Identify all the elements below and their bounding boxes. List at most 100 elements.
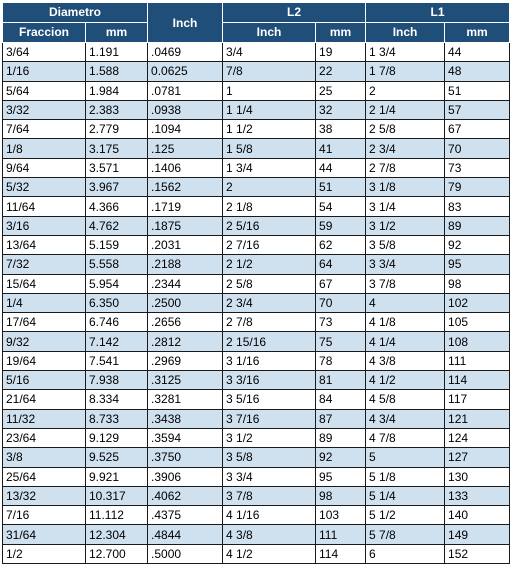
cell-fraccion: 5/32	[2, 177, 86, 198]
cell-inch: .2500	[147, 292, 224, 314]
cell-l2-inch: 4 3/8	[222, 524, 317, 545]
cell-fraccion: 7/64	[2, 119, 86, 140]
cell-fraccion: 9/64	[2, 157, 86, 179]
cell-l2-inch: 1 5/8	[222, 138, 317, 159]
cell-l2-mm: 67	[315, 273, 367, 294]
table-row: 7/32 5.558.2188 2 1/2 64 3 3/4 95	[2, 254, 511, 275]
table-row: 7/64 2.779.1094 1 1/2 38 2 5/8 67	[2, 119, 511, 140]
cell-l2-inch: 2 1/8	[222, 196, 317, 217]
cell-l2-inch: 3 7/16	[222, 408, 317, 429]
cell-fraccion: 3/8	[2, 447, 86, 468]
cell-l2-mm: 54	[315, 196, 367, 217]
cell-inch: .3594	[147, 427, 224, 449]
cell-inch: .0469	[147, 41, 224, 63]
cell-l1-inch: 4 1/8	[365, 312, 446, 333]
cell-diametro-mm: 12.700	[84, 543, 149, 564]
cell-l2-mm: 87	[315, 408, 367, 429]
cell-l2-mm: 70	[315, 292, 367, 314]
cell-l1-mm: 140	[444, 505, 511, 526]
cell-fraccion: 25/64	[2, 466, 86, 487]
cell-l2-mm: 103	[315, 505, 367, 526]
table-row: 1/8 3.175.125 1 5/8 41 2 3/4 70	[2, 138, 511, 159]
cell-l1-inch: 3 1/2	[365, 215, 446, 236]
header-fraccion: Fraccion	[2, 22, 86, 43]
cell-l2-inch: 3 1/16	[222, 350, 317, 372]
header-l2-inch: Inch	[222, 22, 317, 43]
cell-inch: .0938	[147, 99, 224, 121]
cell-inch: .3125	[147, 370, 224, 391]
cell-l2-mm: 89	[315, 427, 367, 449]
cell-l1-inch: 1 3/4	[365, 41, 446, 63]
cell-l1-inch: 5 7/8	[365, 524, 446, 545]
cell-l2-inch: 1	[222, 80, 317, 101]
cell-l2-inch: 7/8	[222, 61, 317, 82]
cell-l1-inch: 2 7/8	[365, 157, 446, 179]
cell-l1-mm: 114	[444, 370, 511, 391]
cell-diametro-mm: 7.142	[84, 331, 149, 352]
cell-l1-inch: 5 1/8	[365, 466, 446, 487]
cell-l1-mm: 124	[444, 427, 511, 449]
cell-l1-mm: 117	[444, 389, 511, 410]
cell-l1-inch: 4	[365, 292, 446, 314]
table-row: 5/64 1.984.0781 1 25 2 51	[2, 80, 511, 101]
cell-l2-mm: 38	[315, 119, 367, 140]
header-l2-mm: mm	[315, 22, 367, 43]
cell-l1-inch: 3 3/4	[365, 254, 446, 275]
cell-l1-inch: 2 5/8	[365, 119, 446, 140]
cell-inch: .1875	[147, 215, 224, 236]
cell-l2-inch: 2 5/16	[222, 215, 317, 236]
cell-fraccion: 31/64	[2, 524, 86, 545]
cell-l1-mm: 111	[444, 350, 511, 372]
table-row: 11/32 8.733.3438 3 7/16 87 4 3/4 121	[2, 408, 511, 429]
cell-l2-mm: 111	[315, 524, 367, 545]
cell-l2-mm: 81	[315, 370, 367, 391]
cell-l2-inch: 2 7/16	[222, 234, 317, 256]
cell-l1-mm: 89	[444, 215, 511, 236]
cell-l1-mm: 51	[444, 80, 511, 101]
cell-l2-inch: 3 5/16	[222, 389, 317, 410]
cell-l1-inch: 3 7/8	[365, 273, 446, 294]
cell-inch: .2656	[147, 312, 224, 333]
cell-l2-mm: 59	[315, 215, 367, 236]
cell-l2-mm: 19	[315, 41, 367, 63]
cell-l1-mm: 48	[444, 61, 511, 82]
cell-inch: .0781	[147, 80, 224, 101]
cell-l2-inch: 3 3/4	[222, 466, 317, 487]
cell-l2-mm: 62	[315, 234, 367, 256]
cell-fraccion: 7/32	[2, 254, 86, 275]
table-row: 15/64 5.954.2344 2 5/8 67 3 7/8 98	[2, 273, 511, 294]
cell-diametro-mm: 6.350	[84, 292, 149, 314]
cell-l2-mm: 44	[315, 157, 367, 179]
cell-inch: .1562	[147, 177, 224, 198]
header-diametro: Diametro	[1, 2, 149, 23]
cell-l2-mm: 64	[315, 254, 367, 275]
cell-fraccion: 9/32	[2, 331, 86, 352]
cell-inch: .2344	[147, 273, 224, 294]
cell-fraccion: 23/64	[2, 427, 86, 449]
table-row: 1/2 12.700.5000 4 1/2 114 6 152	[2, 543, 511, 564]
cell-l1-inch: 1 7/8	[365, 61, 446, 82]
cell-diametro-mm: 7.938	[84, 370, 149, 391]
table-row: 9/32 7.142.2812 2 15/16 75 4 1/4 108	[2, 331, 511, 352]
cell-l2-inch: 3 3/16	[222, 370, 317, 391]
table-row: 3/16 4.762.1875 2 5/16 59 3 1/2 89	[2, 215, 511, 236]
table-row: 3/32 2.383.0938 1 1/4 32 2 1/4 57	[2, 99, 511, 121]
cell-l1-mm: 67	[444, 119, 511, 140]
table-row: 3/64 1.191.0469 3/4 19 1 3/4 44	[2, 41, 511, 63]
table-row: 31/64 12.304.4844 4 3/8 111 5 7/8 149	[2, 524, 511, 545]
table-row: 1/16 1.588 0.0625 7/8 22 1 7/8 48	[2, 61, 511, 82]
cell-l2-inch: 3 1/2	[222, 427, 317, 449]
header-l1: L1	[365, 2, 511, 23]
cell-diametro-mm: 8.733	[84, 408, 149, 429]
cell-l1-inch: 4 7/8	[365, 427, 446, 449]
header-diametro-mm: mm	[84, 22, 149, 43]
cell-l1-inch: 4 5/8	[365, 389, 446, 410]
cell-l1-inch: 5	[365, 447, 446, 468]
cell-fraccion: 15/64	[2, 273, 86, 294]
cell-fraccion: 11/64	[2, 196, 86, 217]
cell-l1-inch: 3 5/8	[365, 234, 446, 256]
cell-l1-mm: 73	[444, 157, 511, 179]
cell-l2-mm: 78	[315, 350, 367, 372]
header-row-columns: Fraccion mm Inch mm Inch mm	[2, 22, 511, 43]
cell-fraccion: 21/64	[2, 389, 86, 410]
